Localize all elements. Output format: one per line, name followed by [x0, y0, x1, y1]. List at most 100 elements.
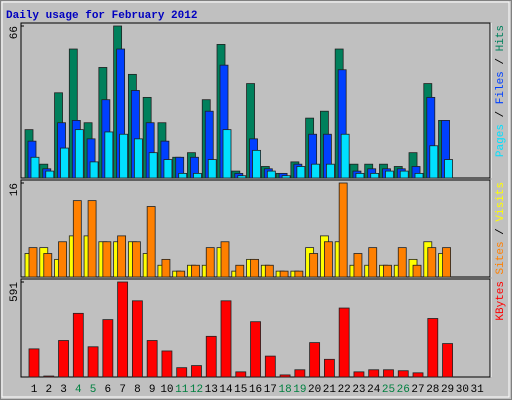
bar: [191, 365, 202, 378]
bar: [176, 367, 188, 378]
bar: [279, 270, 289, 278]
bar: [296, 166, 306, 179]
bar: [412, 372, 424, 378]
x-tick-label: 28: [426, 384, 439, 396]
bar: [87, 200, 97, 278]
bar: [117, 235, 127, 278]
bar: [43, 375, 55, 378]
bar: [414, 172, 424, 179]
bar: [266, 170, 276, 179]
x-tick-label: 6: [105, 384, 112, 396]
bar: [368, 247, 378, 278]
bar: [74, 129, 84, 179]
bar: [148, 152, 158, 179]
x-tick-label: 20: [308, 384, 321, 396]
bar: [399, 170, 409, 179]
bar: [131, 300, 143, 378]
bar: [161, 350, 173, 378]
x-tick-label: 30: [456, 384, 469, 396]
legend-separator: /: [495, 222, 507, 242]
x-tick-label: 13: [205, 384, 218, 396]
bar: [444, 159, 453, 179]
legend-entry: KBytes: [495, 281, 507, 321]
x-tick-label: 14: [219, 384, 233, 396]
x-tick-label: 15: [234, 384, 247, 396]
bar: [355, 172, 365, 179]
bar: [102, 319, 114, 378]
x-tick-label: 17: [264, 384, 277, 396]
bar: [442, 343, 453, 378]
bar: [412, 264, 422, 278]
bar: [28, 247, 38, 278]
x-tick-label: 22: [338, 384, 351, 396]
bar: [72, 312, 84, 378]
bar: [264, 264, 274, 278]
x-tick-label: 5: [90, 384, 97, 396]
bar: [28, 348, 40, 378]
x-tick-label: 2: [45, 384, 52, 396]
bar: [279, 374, 291, 378]
bar: [43, 253, 53, 278]
x-tick-label: 19: [293, 384, 306, 396]
bar: [237, 175, 247, 179]
x-tick-label: 25: [382, 384, 395, 396]
bar: [264, 355, 276, 378]
chart-title: Daily usage for February 2012: [6, 10, 197, 22]
x-tick-label: 26: [397, 384, 410, 396]
bar: [250, 321, 261, 378]
bar: [146, 340, 158, 378]
legend-separator: /: [495, 104, 507, 124]
x-tick-label: 16: [249, 384, 262, 396]
bar: [205, 247, 215, 278]
bar: [220, 300, 232, 378]
x-tick-label: 9: [149, 384, 156, 396]
bar: [323, 358, 335, 378]
bar: [235, 371, 247, 378]
bar: [102, 241, 112, 278]
legend: Sites / Visits: [495, 182, 507, 274]
bar: [353, 371, 365, 378]
bar: [397, 247, 407, 278]
bar: [442, 247, 451, 278]
bar: [58, 340, 69, 378]
bar: [252, 149, 261, 179]
bar: [131, 241, 141, 278]
bar: [383, 264, 392, 278]
bar: [72, 200, 82, 278]
x-tick-label: 24: [367, 384, 381, 396]
bar: [220, 241, 230, 278]
bar: [89, 161, 99, 179]
bar: [353, 253, 363, 278]
bar: [385, 170, 394, 179]
x-tick-label: 8: [134, 384, 141, 396]
bar: [383, 369, 394, 378]
bar: [429, 145, 439, 179]
bar: [294, 270, 304, 278]
x-tick-label: 29: [441, 384, 454, 396]
legend-entry: Sites: [495, 241, 507, 274]
bar: [176, 270, 186, 278]
bar: [235, 264, 245, 278]
x-tick-label: 31: [470, 384, 484, 396]
legend-entry: Files: [495, 71, 507, 104]
bar: [117, 281, 129, 378]
bar: [309, 253, 319, 278]
bar: [45, 170, 55, 179]
legend-entry: Pages: [495, 124, 507, 157]
x-tick-label: 23: [352, 384, 365, 396]
legend-separator: /: [495, 51, 507, 71]
x-tick-label: 12: [190, 384, 203, 396]
legend: Pages / Files / Hits: [495, 25, 507, 157]
bar: [207, 159, 217, 179]
legend-entry: Visits: [495, 182, 507, 222]
bar: [309, 342, 321, 378]
bar: [191, 264, 200, 278]
bar: [87, 346, 99, 378]
bar: [193, 172, 202, 179]
x-tick-label: 21: [323, 384, 337, 396]
x-tick-label: 27: [411, 384, 424, 396]
y-tick-label: 16: [9, 183, 21, 196]
bar: [368, 369, 380, 378]
x-tick-label: 4: [75, 384, 82, 396]
